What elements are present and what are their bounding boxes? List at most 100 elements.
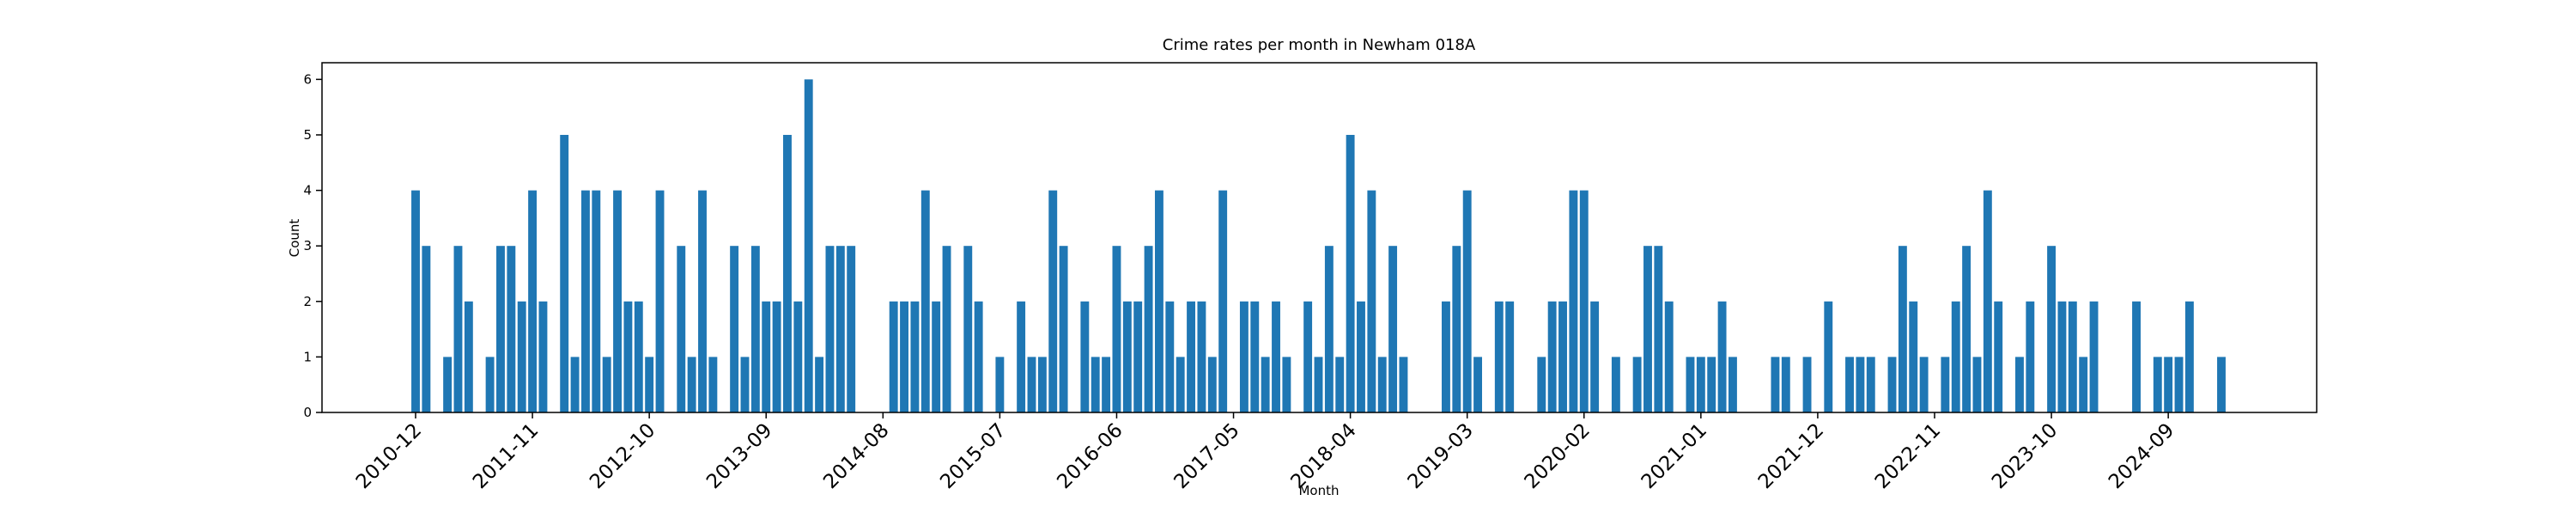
bar [1261, 357, 1270, 412]
bar [538, 301, 548, 412]
bar [2057, 301, 2067, 412]
bar [1537, 357, 1546, 412]
bar [1165, 301, 1175, 412]
bar [687, 357, 696, 412]
x-tick-label: 2020-02 [1521, 419, 1595, 493]
bar [443, 357, 453, 412]
bar [517, 301, 526, 412]
y-tick-label: 4 [303, 183, 312, 198]
bar [835, 246, 845, 412]
y-tick-label: 5 [303, 127, 312, 143]
bar [1377, 357, 1387, 412]
bar [1824, 301, 1833, 412]
x-tick-label: 2012-10 [586, 419, 659, 493]
bar [942, 246, 951, 412]
bar [528, 190, 538, 413]
bar [1686, 357, 1695, 412]
bar [2174, 357, 2184, 412]
bar [1654, 246, 1663, 412]
bar [1091, 357, 1100, 412]
x-tick-label: 2022-11 [1871, 419, 1945, 493]
bar [804, 79, 813, 412]
bar [1505, 301, 1515, 412]
bar [464, 301, 473, 412]
bar [1314, 357, 1323, 412]
bar [634, 301, 643, 412]
bar [1250, 301, 1260, 412]
bar [1632, 357, 1642, 412]
bar [1017, 301, 1026, 412]
bar [1717, 301, 1727, 412]
bar [1272, 301, 1280, 412]
bar [1335, 357, 1345, 412]
x-tick-label: 2017-05 [1170, 419, 1243, 493]
bar [1696, 357, 1705, 412]
bar [2026, 301, 2035, 412]
bar [1441, 301, 1450, 412]
bar [762, 301, 771, 412]
bar [1346, 134, 1355, 412]
x-tick-label: 2014-08 [819, 419, 893, 493]
bar [1494, 301, 1504, 412]
bar [825, 246, 835, 412]
bar [1357, 301, 1365, 412]
x-tick-label: 2010-12 [352, 419, 426, 493]
bar [1452, 246, 1461, 412]
bar [1962, 246, 1971, 412]
x-axis-label: Month [1298, 483, 1339, 498]
plot-frame [321, 62, 2318, 413]
bar [2079, 357, 2088, 412]
bar [1983, 190, 1992, 413]
bar [1866, 357, 1875, 412]
bar [422, 246, 431, 412]
bar [1909, 301, 1918, 412]
bar [1080, 301, 1090, 412]
bar [910, 301, 920, 412]
bar [1207, 357, 1217, 412]
bar [900, 301, 908, 412]
bar [613, 190, 622, 413]
bar [889, 301, 898, 412]
bar [1144, 246, 1153, 412]
bar [1887, 357, 1897, 412]
bar [453, 246, 463, 412]
bar [1728, 357, 1737, 412]
bar [602, 357, 611, 412]
bar [1462, 190, 1472, 413]
bar [1197, 301, 1206, 412]
bar [1994, 301, 2003, 412]
bar [1112, 246, 1121, 412]
bar [580, 190, 590, 413]
bar [411, 190, 420, 413]
bar [750, 246, 760, 412]
bar [1218, 190, 1228, 413]
bar [932, 301, 941, 412]
bar [1133, 301, 1143, 412]
bar [2068, 301, 2077, 412]
bar [645, 357, 654, 412]
bar [570, 357, 580, 412]
bar [1558, 301, 1567, 412]
bar [1590, 301, 1600, 412]
y-tick-label: 2 [303, 294, 312, 309]
x-tick-label: 2016-06 [1053, 419, 1127, 493]
bar [485, 357, 495, 412]
bar [1399, 357, 1408, 412]
bar [1303, 301, 1313, 412]
x-tick-label: 2024-09 [2105, 419, 2178, 493]
bar [920, 190, 930, 413]
bar [708, 357, 718, 412]
bar [730, 246, 739, 412]
bar [1102, 357, 1111, 412]
bar [1324, 246, 1334, 412]
y-tick-label: 3 [303, 238, 312, 253]
bar [815, 357, 824, 412]
bar [847, 246, 856, 412]
x-tick-label: 2013-09 [702, 419, 776, 493]
bar [560, 134, 569, 412]
bar [2089, 301, 2099, 412]
bar [1898, 246, 1907, 412]
bar [793, 301, 803, 412]
x-tick-label: 2015-07 [936, 419, 1010, 493]
